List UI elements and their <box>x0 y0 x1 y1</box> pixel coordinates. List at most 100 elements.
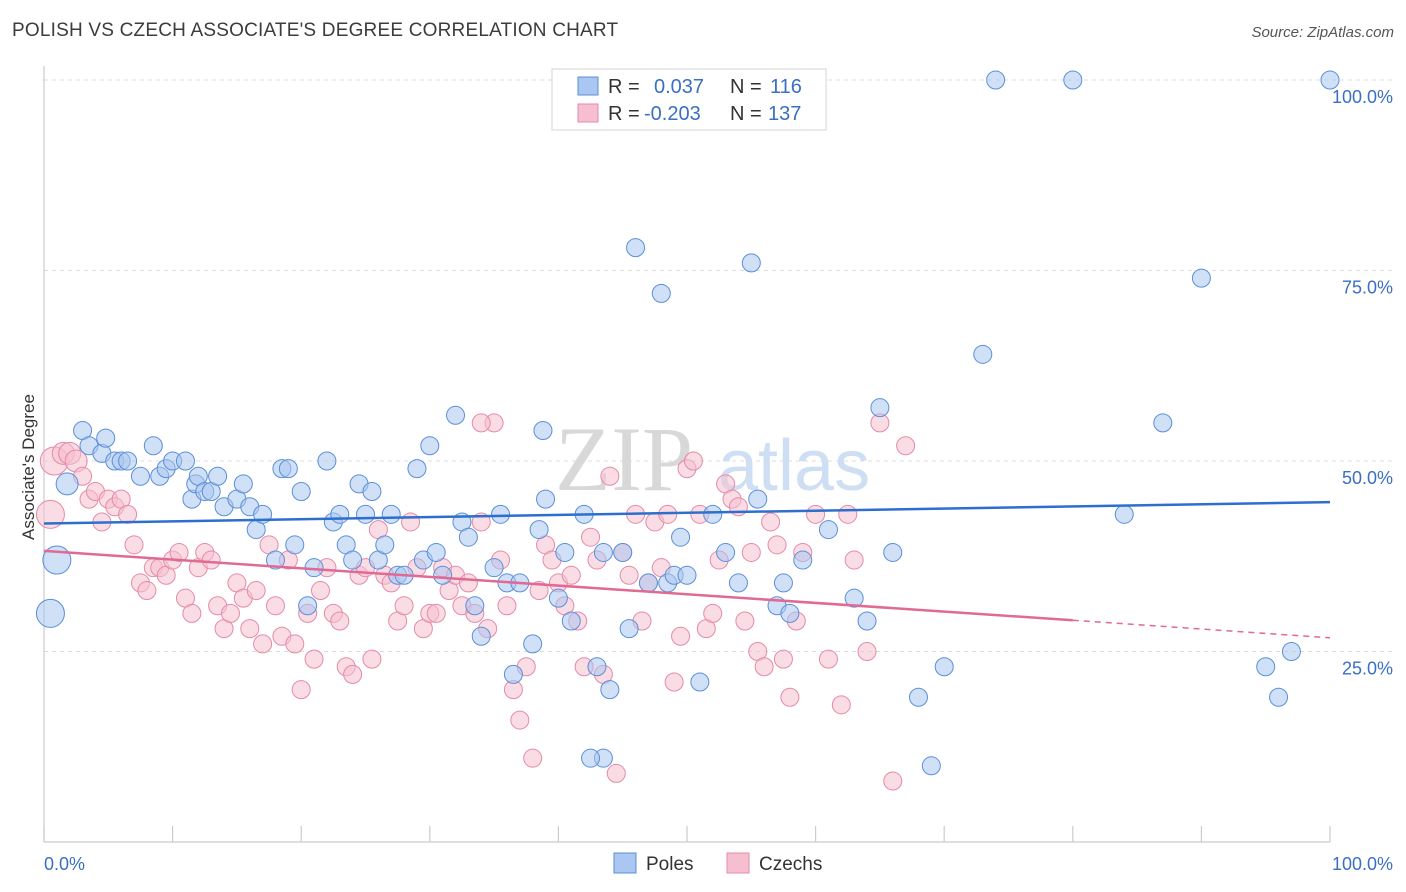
poles-r-label: R = <box>608 76 640 98</box>
poles-point <box>780 603 800 623</box>
czechs-point <box>426 603 446 623</box>
poles-point <box>208 466 228 486</box>
czechs-point <box>703 603 723 623</box>
legend-poles-label: Poles <box>646 854 694 875</box>
czechs-point <box>561 565 581 585</box>
poles-point <box>446 405 466 425</box>
czechs-point <box>857 642 877 661</box>
czechs-point <box>735 611 755 631</box>
czechs-point <box>265 596 285 616</box>
czechs-point <box>683 451 703 471</box>
x-tick-label: 0.0% <box>44 854 85 874</box>
czechs-point <box>838 504 858 524</box>
poles-point <box>433 565 453 585</box>
poles-point <box>96 428 116 448</box>
poles-point <box>278 459 298 479</box>
poles-n-value: 116 <box>770 76 802 98</box>
czechs-r-label: R = <box>608 103 640 125</box>
poles-point <box>484 558 504 578</box>
poles-point <box>362 481 382 501</box>
x-tick-labels: 0.0% 100.0% <box>44 854 1393 874</box>
legend-poles-swatch <box>613 852 637 874</box>
poles-point <box>118 451 138 471</box>
czechs-point <box>253 634 273 654</box>
czechs-point <box>362 649 382 669</box>
poles-point <box>908 687 928 707</box>
czechs-point <box>754 657 774 677</box>
czechs-point <box>497 596 517 616</box>
poles-point <box>728 573 748 593</box>
czechs-point <box>330 611 350 631</box>
czechs-point <box>310 581 330 601</box>
poles-point <box>407 459 427 479</box>
poles-point <box>561 611 581 631</box>
poles-point <box>593 542 613 562</box>
poles-point <box>703 504 723 524</box>
y-axis-label: Associate's Degree <box>19 394 38 540</box>
czechs-point <box>291 680 311 700</box>
poles-point <box>375 535 395 555</box>
poles-point <box>555 542 575 562</box>
poles-point <box>773 573 793 593</box>
czechs-point <box>831 695 851 715</box>
poles-point <box>651 283 671 303</box>
czechs-point <box>510 710 530 730</box>
poles-point <box>638 573 658 593</box>
poles-point <box>1191 268 1211 288</box>
poles-point <box>130 466 150 486</box>
czechs-point <box>896 436 916 456</box>
poles-point <box>857 611 877 631</box>
chart-title: POLISH VS CZECH ASSOCIATE'S DEGREE CORRE… <box>12 20 619 41</box>
czechs-trend-line <box>43 549 1073 622</box>
poles-point <box>973 344 993 364</box>
watermark-zip: ZIP <box>555 408 693 510</box>
poles-point <box>677 565 697 585</box>
poles-point <box>317 451 337 471</box>
poles-point <box>298 596 318 616</box>
watermark-atlas: atlas <box>718 426 870 506</box>
poles-point <box>1063 70 1083 90</box>
poles-point <box>934 657 954 677</box>
czechs-point <box>606 763 626 783</box>
czechs-point <box>182 603 202 623</box>
poles-point <box>1256 657 1276 677</box>
czechs-point <box>883 771 903 791</box>
poles-point <box>233 474 253 494</box>
czechs-point <box>529 581 549 601</box>
poles-n-label: N = <box>730 76 762 98</box>
poles-point <box>175 451 195 471</box>
czechs-swatch <box>577 103 599 123</box>
czechs-point <box>35 499 65 529</box>
poles-point <box>748 489 768 509</box>
series-legend: Poles Czechs <box>613 852 822 875</box>
czechs-point <box>600 466 620 486</box>
poles-point <box>613 542 633 562</box>
czechs-point <box>581 527 601 547</box>
czechs-trend-extension <box>1072 619 1331 639</box>
czechs-point <box>124 535 144 555</box>
poles-point <box>587 657 607 677</box>
czechs-point <box>671 626 691 646</box>
czechs-point <box>394 596 414 616</box>
poles-point <box>265 550 285 570</box>
czechs-point <box>471 413 491 433</box>
czechs-point <box>201 550 221 570</box>
poles-point <box>986 70 1006 90</box>
czechs-point <box>818 649 838 669</box>
poles-point <box>285 535 305 555</box>
czechs-point <box>220 603 240 623</box>
poles-point <box>1320 70 1340 90</box>
czechs-point <box>773 649 793 669</box>
czechs-point <box>664 672 684 692</box>
trend-lines <box>43 500 1331 639</box>
watermark: ZIP atlas <box>555 408 870 510</box>
poles-point <box>844 588 864 608</box>
poles-point <box>818 520 838 540</box>
czechs-point <box>240 619 260 639</box>
czechs-point <box>458 573 478 593</box>
czechs-point <box>523 748 543 768</box>
czechs-point <box>761 512 781 532</box>
poles-point <box>523 634 543 654</box>
poles-point <box>143 436 163 456</box>
poles-point <box>1269 687 1289 707</box>
